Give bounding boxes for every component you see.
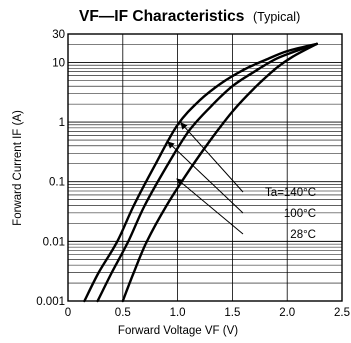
label-140c: Ta=140°C <box>265 187 316 199</box>
y-tick-label: 0.001 <box>36 296 65 308</box>
y-tick-label: 0.01 <box>43 236 65 248</box>
y-tick-label: 0.1 <box>49 177 65 189</box>
curve-100c <box>96 42 318 303</box>
label-28c: 28°C <box>290 229 316 241</box>
x-tick-label: 2.5 <box>334 307 350 319</box>
y-axis-label: Forward Current IF (A) <box>12 110 24 226</box>
curve-140c <box>83 42 318 303</box>
y-tick-label: 30 <box>52 29 65 41</box>
chart-subtitle: (Typical) <box>253 10 300 24</box>
curve-28c <box>121 42 318 303</box>
x-tick-label: 0.5 <box>115 307 131 319</box>
x-tick-label: 2.0 <box>279 307 295 319</box>
leader-arrow <box>167 141 244 214</box>
y-tick-label: 10 <box>52 57 65 69</box>
x-tick-label: 0 <box>65 307 71 319</box>
curve-labels: Ta=140°C 100°C 28°C <box>167 122 316 241</box>
grid <box>68 34 342 301</box>
chart-title: VF—IF Characteristics <box>79 8 244 25</box>
x-tick-label: 1.5 <box>224 307 240 319</box>
leader-arrow <box>176 178 244 235</box>
x-tick-label: 1.0 <box>170 307 186 319</box>
plot-frame <box>67 33 343 302</box>
label-100c: 100°C <box>284 208 316 220</box>
x-axis-label: Forward Voltage VF (V) <box>118 325 238 337</box>
y-tick-label: 1 <box>59 117 65 129</box>
curves <box>83 42 318 303</box>
leader-arrow <box>180 122 244 193</box>
tick-labels: 0 0.5 1.0 1.5 2.0 2.5 0.001 0.01 0.1 1 10 30 <box>36 29 350 319</box>
